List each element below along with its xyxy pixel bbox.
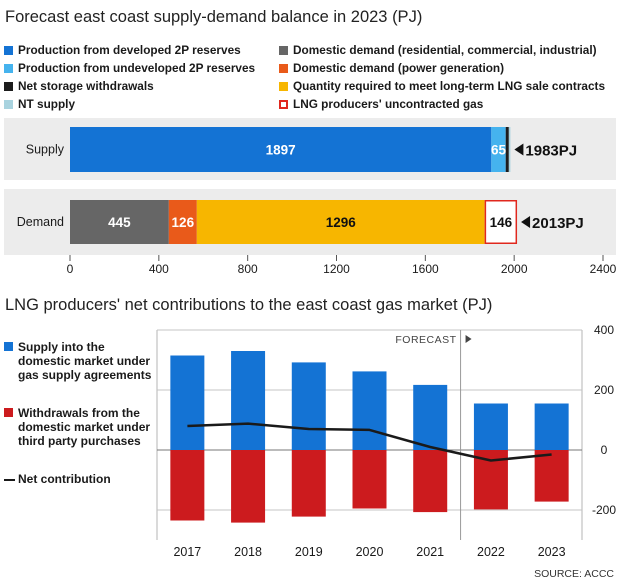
x-tick-label: 800 (238, 262, 258, 276)
y-tick-label: 200 (594, 383, 614, 397)
x-tick-label: 2019 (295, 545, 323, 559)
data-label: 146 (490, 215, 513, 230)
data-label: 445 (108, 215, 131, 230)
bar-segment (70, 200, 169, 244)
x-tick-label: 2020 (356, 545, 384, 559)
legend-label: LNG producers' uncontracted gas (293, 97, 484, 111)
total-arrow (521, 216, 531, 228)
legend-label: NT supply (18, 97, 76, 111)
legend-item: Production from developed 2P reserves (4, 43, 241, 57)
legend-swatch (4, 342, 13, 351)
bar (231, 450, 266, 523)
forecast-arrow (465, 335, 472, 343)
bar-segment (196, 200, 485, 244)
x-tick-label: 2018 (234, 545, 262, 559)
bar-segment (505, 127, 509, 172)
data-label: 65 (491, 143, 507, 158)
chart2-title: LNG producers' net contributions to the … (5, 296, 493, 314)
source-note: SOURCE: ACCC (534, 568, 614, 580)
bar (534, 403, 569, 450)
x-tick-label: 2000 (501, 262, 528, 276)
bar (413, 450, 448, 513)
legend-swatch (4, 81, 13, 91)
legend-item: LNG producers' uncontracted gas (279, 97, 483, 111)
x-tick-label: 1200 (323, 262, 350, 276)
legend-label: Domestic demand (power generation) (293, 61, 505, 75)
legend-swatch (279, 99, 288, 109)
y-tick-label: 0 (601, 443, 608, 457)
legend-swatch (4, 45, 13, 55)
legend-swatch (4, 408, 13, 417)
bar (231, 351, 266, 450)
legend-swatch (4, 63, 13, 73)
category-label: Demand (17, 215, 64, 229)
chart1-title: Forecast east coast supply-demand balanc… (5, 8, 423, 26)
bar (413, 384, 448, 450)
bar (473, 403, 508, 450)
bar (291, 450, 326, 517)
legend-item: Domestic demand (residential, commercial… (279, 43, 597, 57)
bar (170, 450, 205, 521)
bar (352, 371, 387, 450)
net-contribution-line (187, 422, 552, 462)
total-label: 1983PJ (525, 143, 577, 160)
bar-segment (491, 127, 506, 172)
legend-swatch (279, 81, 288, 91)
bar-segment (70, 127, 492, 172)
legend-swatch (279, 63, 288, 73)
bar (170, 355, 205, 450)
category-label: Supply (26, 143, 65, 157)
x-tick-label: 2017 (173, 545, 201, 559)
x-tick-label: 2400 (590, 262, 617, 276)
legend-label: Net storage withdrawals (18, 79, 154, 93)
data-label: 1897 (266, 143, 296, 158)
bar (352, 450, 387, 509)
legend-item: NT supply (4, 97, 75, 111)
legend-swatch (279, 45, 288, 55)
x-tick-label: 0 (67, 262, 74, 276)
legend-label: Domestic demand (residential, commercial… (293, 43, 597, 57)
x-tick-label: 2021 (416, 545, 444, 559)
bar (534, 450, 569, 502)
legend-label: Quantity required to meet long-term LNG … (293, 79, 606, 93)
x-tick-label: 1600 (412, 262, 439, 276)
legend-item: Net storage withdrawals (4, 79, 154, 93)
legend-item: Production from undeveloped 2P reserves (4, 61, 255, 75)
legend-label: Net contribution (18, 472, 111, 486)
total-arrow (514, 143, 524, 156)
y-tick-label: -200 (592, 503, 616, 517)
legend-label: Production from undeveloped 2P reserves (18, 61, 256, 75)
legend-swatch (4, 99, 13, 109)
x-tick-label: 2022 (477, 545, 505, 559)
legend-item: Domestic demand (power generation) (279, 61, 504, 75)
x-tick-label: 2023 (538, 545, 566, 559)
bar-segment (484, 200, 518, 244)
chart1-svg: Supply Demand 1897 65 1983PJ 445 126 1296 146 201… (17, 127, 617, 276)
legend-label: Production from developed 2P reserves (18, 43, 241, 57)
legend-item: Quantity required to meet long-term LNG … (279, 79, 605, 93)
legend-label: Withdrawals from the domestic market und… (18, 406, 151, 448)
x-tick-label: 400 (149, 262, 169, 276)
forecast-label: FORECAST (395, 334, 456, 346)
legend-line (4, 479, 15, 481)
bar (291, 362, 326, 450)
data-label: 126 (172, 215, 195, 230)
y-tick-label: 400 (594, 323, 614, 337)
legend-label: Supply into the domestic market under ga… (18, 340, 152, 382)
bar-segment (508, 127, 511, 172)
bar-segment (168, 200, 197, 244)
data-label: 1296 (326, 215, 357, 230)
total-label: 2013PJ (532, 215, 584, 232)
